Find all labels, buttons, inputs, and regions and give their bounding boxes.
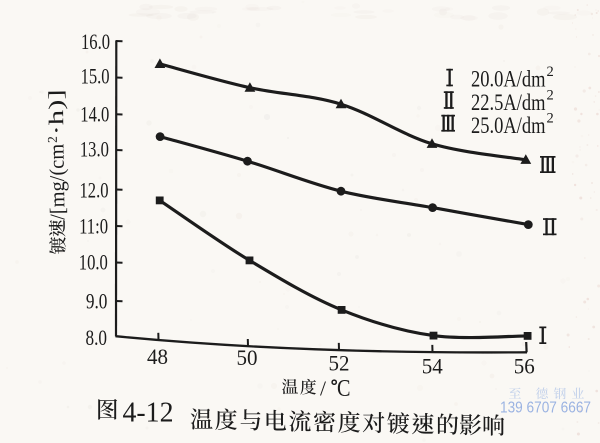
- svg-text:54: 54: [422, 354, 443, 379]
- svg-text:14.0: 14.0: [80, 101, 109, 126]
- svg-text:/: /: [320, 377, 326, 401]
- svg-text:52: 52: [329, 351, 350, 376]
- svg-text:2: 2: [45, 136, 60, 143]
- svg-text:4-12: 4-12: [123, 398, 174, 429]
- svg-text:9.0: 9.0: [86, 288, 108, 313]
- svg-text:·h)]: ·h)]: [44, 89, 69, 135]
- svg-text:12.0: 12.0: [80, 177, 109, 202]
- svg-text:48: 48: [147, 344, 168, 369]
- svg-text:13.0: 13.0: [80, 136, 109, 161]
- svg-text:22.5A/dm: 22.5A/dm: [471, 90, 546, 115]
- svg-text:10.0: 10.0: [79, 249, 108, 274]
- svg-text:50: 50: [237, 345, 258, 370]
- svg-text:/[mg/(cm: /[mg/(cm: [44, 144, 69, 220]
- svg-text:2: 2: [547, 64, 554, 80]
- svg-text:11:0: 11:0: [79, 213, 108, 238]
- svg-text:2: 2: [547, 111, 554, 127]
- svg-text:139 6707 6667: 139 6707 6667: [500, 400, 591, 417]
- svg-text:16.0: 16.0: [81, 29, 110, 54]
- svg-text:56: 56: [514, 354, 535, 379]
- svg-text:15.0: 15.0: [81, 63, 110, 88]
- svg-text:8.0: 8.0: [86, 325, 108, 350]
- svg-text:20.0A/dm: 20.0A/dm: [471, 67, 546, 92]
- svg-text:25.0A/dm: 25.0A/dm: [471, 113, 546, 138]
- svg-text:2: 2: [547, 87, 554, 103]
- svg-text:C: C: [337, 376, 351, 402]
